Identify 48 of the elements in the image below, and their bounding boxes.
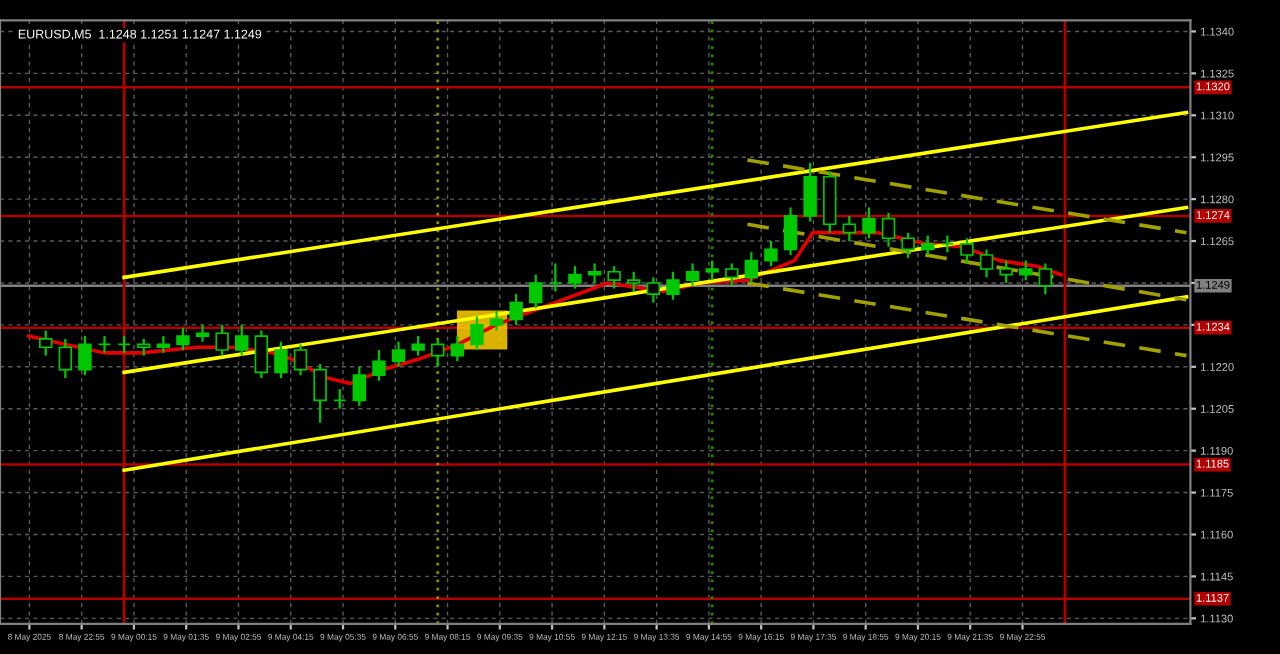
candlestick [274,340,288,380]
candlestick [450,334,465,363]
candlestick [313,362,327,424]
candlestick [58,337,73,380]
candlestick [411,334,425,357]
candlestick [470,315,484,352]
candlestick [78,334,92,377]
candlestick [901,231,915,259]
candlestick [215,323,229,357]
candlestick [862,206,876,240]
candlestick [881,211,896,248]
candlestick [293,343,308,377]
candlestick [195,323,210,343]
candlestick [1019,259,1033,282]
candlestick [39,329,53,357]
candlestick [627,270,641,293]
candlestick [372,348,386,382]
candlestick [764,239,778,268]
candlestick [666,270,680,301]
candlestick [254,329,269,380]
candlestick [97,334,112,354]
candlestick [1038,262,1053,296]
candlestick [705,259,719,282]
candlestick [529,273,543,310]
candlestick [783,206,798,257]
candlestick [235,323,249,357]
candlestick [823,170,837,234]
candlestick [489,309,504,332]
candlestick [999,259,1013,285]
candlestick [568,265,582,290]
candlestick [391,340,406,368]
candlestick [744,251,759,285]
candlestick [979,248,994,279]
candlestick [725,262,739,287]
candlestick [646,276,661,304]
candlestick [431,337,445,368]
candlestick [607,265,621,290]
candlestick [960,237,974,265]
candlestick [352,365,367,408]
candlestick [842,214,857,243]
candlestick [333,388,347,410]
candlestick [509,293,523,326]
candlestick [587,262,602,285]
candlestick [685,262,700,287]
candlestick [176,326,190,352]
candlestick [803,161,817,223]
candlestick [548,262,563,293]
candlestick [921,234,935,257]
